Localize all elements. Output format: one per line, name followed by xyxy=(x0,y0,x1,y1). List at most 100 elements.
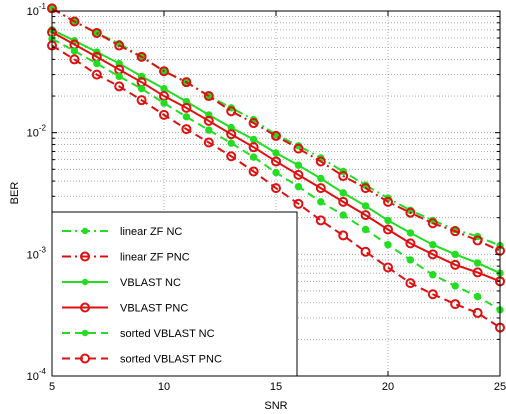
y-tick-base: 10 xyxy=(27,371,39,383)
data-point xyxy=(69,54,80,65)
data-point xyxy=(339,189,347,197)
data-point xyxy=(429,271,437,279)
data-point xyxy=(115,72,123,81)
data-point xyxy=(384,240,392,249)
y-tick-base: 10 xyxy=(27,249,39,261)
data-point xyxy=(473,292,482,301)
data-point xyxy=(360,183,371,194)
data-point xyxy=(226,106,237,117)
data-point xyxy=(450,299,461,310)
data-point xyxy=(427,218,438,229)
data-point xyxy=(405,238,416,249)
series-line xyxy=(51,7,501,247)
y-tick-exponent: -4 xyxy=(39,367,47,376)
data-point xyxy=(203,137,214,148)
y-tick-exponent: -2 xyxy=(39,124,47,133)
y-tick-label: 10-4 xyxy=(27,367,47,383)
data-point xyxy=(360,210,371,221)
data-point xyxy=(293,143,304,154)
data-point xyxy=(451,282,459,290)
x-tick-label: 25 xyxy=(494,381,506,393)
y-tick-exponent: -1 xyxy=(39,2,47,11)
data-point xyxy=(315,156,326,167)
data-point xyxy=(226,129,237,140)
data-point xyxy=(272,168,280,177)
data-point xyxy=(317,198,325,206)
y-tick-label: 10-3 xyxy=(27,245,47,261)
x-axis-label: SNR xyxy=(264,400,287,412)
data-point xyxy=(69,16,80,27)
data-point xyxy=(160,84,168,93)
data-point xyxy=(91,69,102,80)
data-point xyxy=(182,113,191,121)
series-line xyxy=(51,31,501,283)
data-point xyxy=(473,259,482,267)
data-point xyxy=(361,225,370,234)
data-point xyxy=(203,115,214,126)
data-point xyxy=(181,77,192,88)
data-point xyxy=(317,174,325,183)
data-point xyxy=(70,47,79,55)
series-layer xyxy=(47,3,505,333)
legend-swatch-marker xyxy=(80,251,90,262)
data-point xyxy=(114,40,125,51)
data-point xyxy=(91,27,102,38)
data-point xyxy=(159,66,169,77)
data-point xyxy=(248,142,259,153)
y-tick-base: 10 xyxy=(27,6,39,18)
legend: linear ZF NC linear ZF PNC VBLAST NC VBLAST… xyxy=(51,211,298,377)
data-point xyxy=(249,153,258,161)
data-point xyxy=(429,240,437,249)
data-point xyxy=(338,196,349,207)
data-point xyxy=(227,139,235,147)
data-point xyxy=(405,278,416,289)
data-point xyxy=(181,102,192,113)
data-point xyxy=(360,246,371,257)
data-point xyxy=(205,126,213,134)
legend-label: linear ZF PNC xyxy=(120,252,190,264)
y-tick-base: 10 xyxy=(27,128,39,140)
data-point xyxy=(450,226,461,237)
data-point xyxy=(249,135,258,144)
data-point xyxy=(136,51,147,62)
series-line xyxy=(51,44,501,329)
data-point xyxy=(294,161,303,169)
x-tick-label: 5 xyxy=(49,381,55,393)
data-point xyxy=(338,230,349,241)
data-point xyxy=(427,249,438,260)
data-point xyxy=(271,130,281,141)
data-point xyxy=(406,229,415,237)
x-tick-label: 10 xyxy=(158,381,170,393)
x-tick-label: 20 xyxy=(382,381,394,393)
data-point xyxy=(405,207,416,218)
x-tick-label: 15 xyxy=(270,381,282,393)
data-point xyxy=(339,211,347,219)
data-point xyxy=(315,215,326,226)
data-point xyxy=(248,166,259,177)
data-point xyxy=(450,259,461,270)
data-point xyxy=(114,81,125,92)
data-point xyxy=(406,256,415,264)
data-point xyxy=(136,95,147,106)
data-point xyxy=(93,59,101,68)
y-tick-label: 10-1 xyxy=(27,2,47,18)
data-point xyxy=(203,91,214,102)
data-point xyxy=(384,216,392,225)
data-point xyxy=(226,151,237,162)
data-point xyxy=(294,182,303,191)
data-point xyxy=(160,99,168,107)
data-point xyxy=(383,262,393,273)
data-point xyxy=(472,267,483,278)
data-point xyxy=(181,124,192,135)
data-point xyxy=(383,224,393,235)
data-point xyxy=(361,202,370,210)
data-point xyxy=(293,198,304,209)
data-point xyxy=(451,250,459,259)
data-point xyxy=(272,149,280,157)
y-axis-label: BER xyxy=(9,182,21,205)
legend-swatch-marker xyxy=(81,329,89,337)
legend-label: VBLAST PNC xyxy=(120,303,188,315)
